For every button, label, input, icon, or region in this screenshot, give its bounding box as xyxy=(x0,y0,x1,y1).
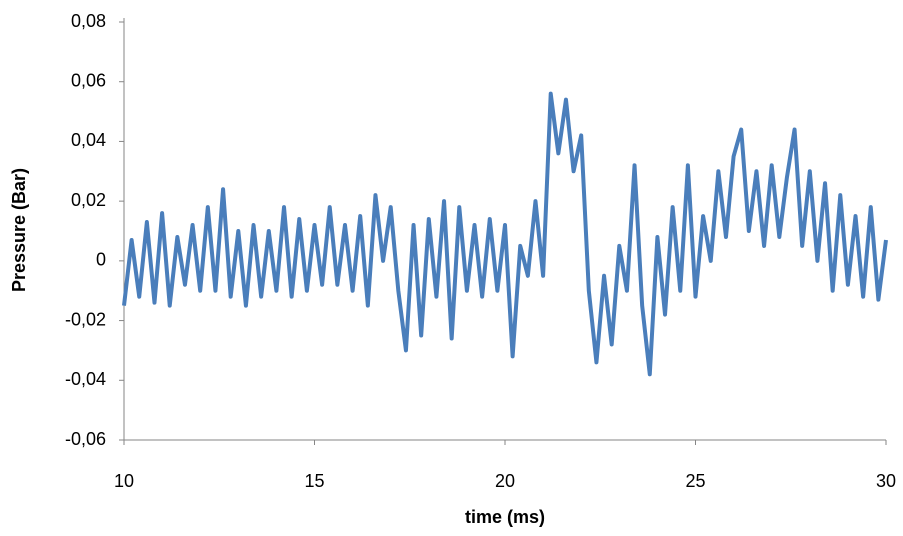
x-tick-label: 15 xyxy=(304,471,324,491)
y-tick-label: 0,04 xyxy=(71,130,106,150)
x-tick-label: 10 xyxy=(114,471,134,491)
x-tick-label: 25 xyxy=(685,471,705,491)
y-tick-label: 0,02 xyxy=(71,190,106,210)
x-tick-label: 20 xyxy=(495,471,515,491)
y-tick-label: -0,06 xyxy=(65,429,106,449)
y-tick-label: -0,02 xyxy=(65,309,106,329)
y-tick-label: -0,04 xyxy=(65,369,106,389)
y-axis-label: Pressure (Bar) xyxy=(9,168,29,292)
x-tick-label: 30 xyxy=(876,471,896,491)
y-tick-label: 0,06 xyxy=(71,70,106,90)
y-tick-label: 0 xyxy=(96,250,106,270)
y-tick-label: 0,08 xyxy=(71,11,106,31)
data-line xyxy=(122,91,888,377)
x-axis-label: time (ms) xyxy=(465,507,545,527)
